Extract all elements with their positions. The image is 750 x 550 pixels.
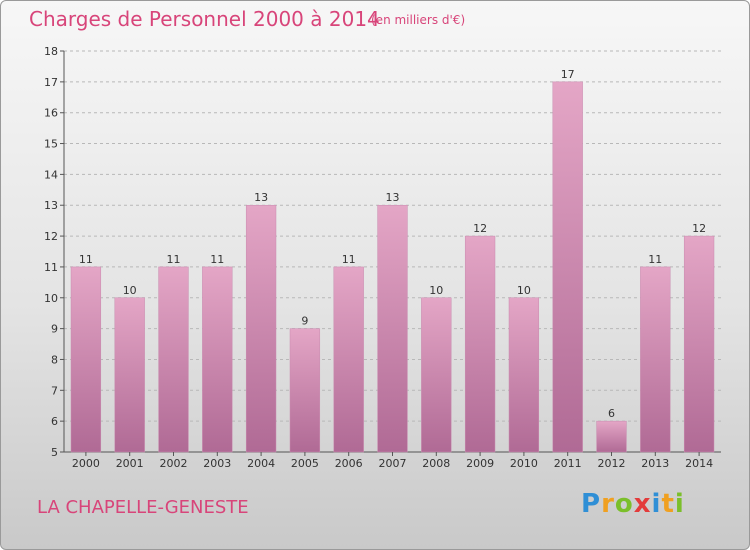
chart-title: Charges de Personnel 2000 à 2014 <box>29 7 380 31</box>
chart-subtitle: (en milliers d'€) <box>371 13 466 27</box>
y-tick-label: 6 <box>51 415 58 428</box>
x-tick-label: 2005 <box>291 457 319 470</box>
x-tick-label: 2010 <box>510 457 538 470</box>
y-tick-label: 13 <box>44 199 58 212</box>
x-tick-label: 2000 <box>72 457 100 470</box>
bar <box>683 235 715 453</box>
bar-value-label: 13 <box>386 191 400 204</box>
x-tick-label: 2006 <box>335 457 363 470</box>
bar-value-label: 10 <box>429 284 443 297</box>
y-tick-label: 18 <box>44 45 58 58</box>
bar-value-label: 9 <box>301 315 308 328</box>
bar-value-label: 13 <box>254 191 268 204</box>
bar-value-label: 11 <box>167 253 181 266</box>
bar-value-label: 17 <box>561 68 575 81</box>
bar-value-label: 11 <box>210 253 224 266</box>
x-tick-label: 2002 <box>160 457 188 470</box>
bar <box>70 266 102 453</box>
x-tick-label: 2009 <box>466 457 494 470</box>
bar <box>377 204 408 453</box>
proxiti-logo: Proxiti <box>581 489 685 519</box>
bar <box>114 297 145 453</box>
bar <box>289 328 321 453</box>
y-tick-label: 12 <box>44 230 58 243</box>
bar-value-label: 12 <box>473 222 487 235</box>
y-tick-label: 16 <box>44 107 58 120</box>
bar <box>640 266 671 453</box>
x-tick-label: 2014 <box>685 457 713 470</box>
bar <box>202 266 233 453</box>
x-tick-label: 2007 <box>379 457 407 470</box>
x-tick-label: 2004 <box>247 457 275 470</box>
bar <box>508 297 540 453</box>
bar <box>158 266 189 453</box>
commune-name: LA CHAPELLE-GENESTE <box>37 497 249 518</box>
bar-value-label: 10 <box>123 284 137 297</box>
bar <box>596 420 627 453</box>
bar-value-label: 10 <box>517 284 531 297</box>
bar-value-label: 11 <box>648 253 662 266</box>
y-tick-label: 7 <box>51 384 58 397</box>
x-tick-label: 2001 <box>116 457 144 470</box>
bar <box>464 235 496 453</box>
y-tick-label: 8 <box>51 353 58 366</box>
bar-value-label: 11 <box>342 253 356 266</box>
y-tick-label: 17 <box>44 76 58 89</box>
bar-value-label: 11 <box>79 253 93 266</box>
y-tick-label: 11 <box>44 261 58 274</box>
y-tick-label: 10 <box>44 292 58 305</box>
x-tick-label: 2008 <box>422 457 450 470</box>
bar-value-label: 6 <box>608 407 615 420</box>
y-tick-label: 5 <box>51 446 58 459</box>
x-tick-label: 2003 <box>203 457 231 470</box>
bar <box>245 204 277 453</box>
y-tick-label: 15 <box>44 138 58 151</box>
bar-value-label: 12 <box>692 222 706 235</box>
bar <box>333 266 364 453</box>
y-tick-label: 14 <box>44 168 58 181</box>
x-tick-label: 2013 <box>641 457 669 470</box>
x-tick-label: 2011 <box>554 457 582 470</box>
y-tick-label: 9 <box>51 323 58 336</box>
bar <box>421 297 452 453</box>
bar <box>552 81 583 453</box>
x-tick-label: 2012 <box>598 457 626 470</box>
